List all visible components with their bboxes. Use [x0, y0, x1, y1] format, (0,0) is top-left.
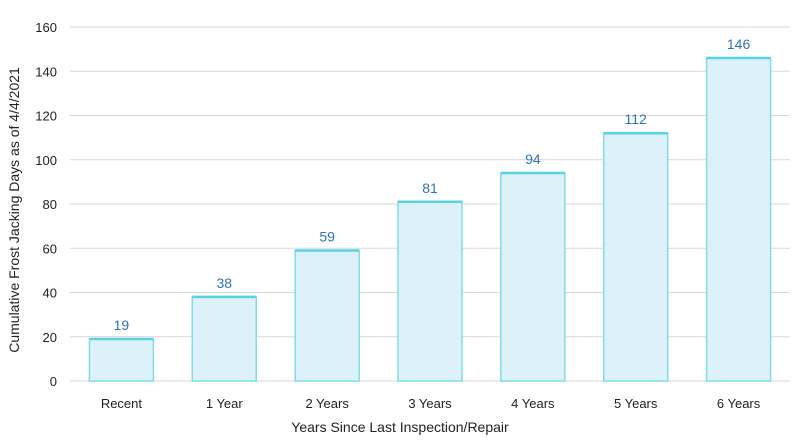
y-tick-label: 160: [35, 20, 57, 35]
x-axis-title: Years Since Last Inspection/Repair: [291, 419, 509, 435]
data-labels: 19 38 59 81 94 112 146: [114, 36, 751, 333]
y-axis-title: Cumulative Frost Jacking Days as of 4/4/…: [6, 67, 22, 353]
y-tick-label: 140: [35, 64, 57, 79]
y-tick-label: 20: [43, 330, 57, 345]
x-tick-label: 4 Years: [511, 396, 555, 411]
bar: [88, 338, 155, 382]
bar: [397, 201, 463, 382]
data-label: 146: [727, 36, 751, 52]
bar: [602, 132, 669, 382]
y-axis-ticks: 0 20 40 60 80 100 120 140 160: [35, 20, 57, 389]
data-label: 19: [114, 317, 130, 333]
data-label: 94: [525, 151, 541, 167]
bar: [500, 172, 566, 382]
x-tick-label: 6 Years: [717, 396, 761, 411]
y-tick-label: 60: [43, 241, 57, 256]
x-tick-label: Recent: [101, 396, 143, 411]
x-tick-label: 5 Years: [614, 396, 658, 411]
x-tick-label: 1 Year: [206, 396, 244, 411]
bar: [294, 249, 360, 382]
data-label: 112: [625, 111, 648, 127]
data-label: 38: [216, 275, 232, 291]
y-tick-label: 120: [35, 109, 57, 124]
data-label: 59: [319, 228, 335, 244]
x-tick-label: 2 Years: [305, 396, 349, 411]
x-tick-label: 3 Years: [408, 396, 452, 411]
y-tick-label: 100: [35, 153, 57, 168]
y-tick-label: 40: [43, 286, 57, 301]
y-tick-label: 80: [43, 197, 57, 212]
x-axis-ticks: Recent 1 Year 2 Years 3 Years 4 Years 5 Years…: [101, 396, 761, 411]
data-label: 81: [422, 180, 438, 196]
y-tick-label: 0: [50, 374, 57, 389]
bars: [88, 56, 772, 382]
bar: [705, 57, 772, 382]
bar: [191, 296, 258, 382]
